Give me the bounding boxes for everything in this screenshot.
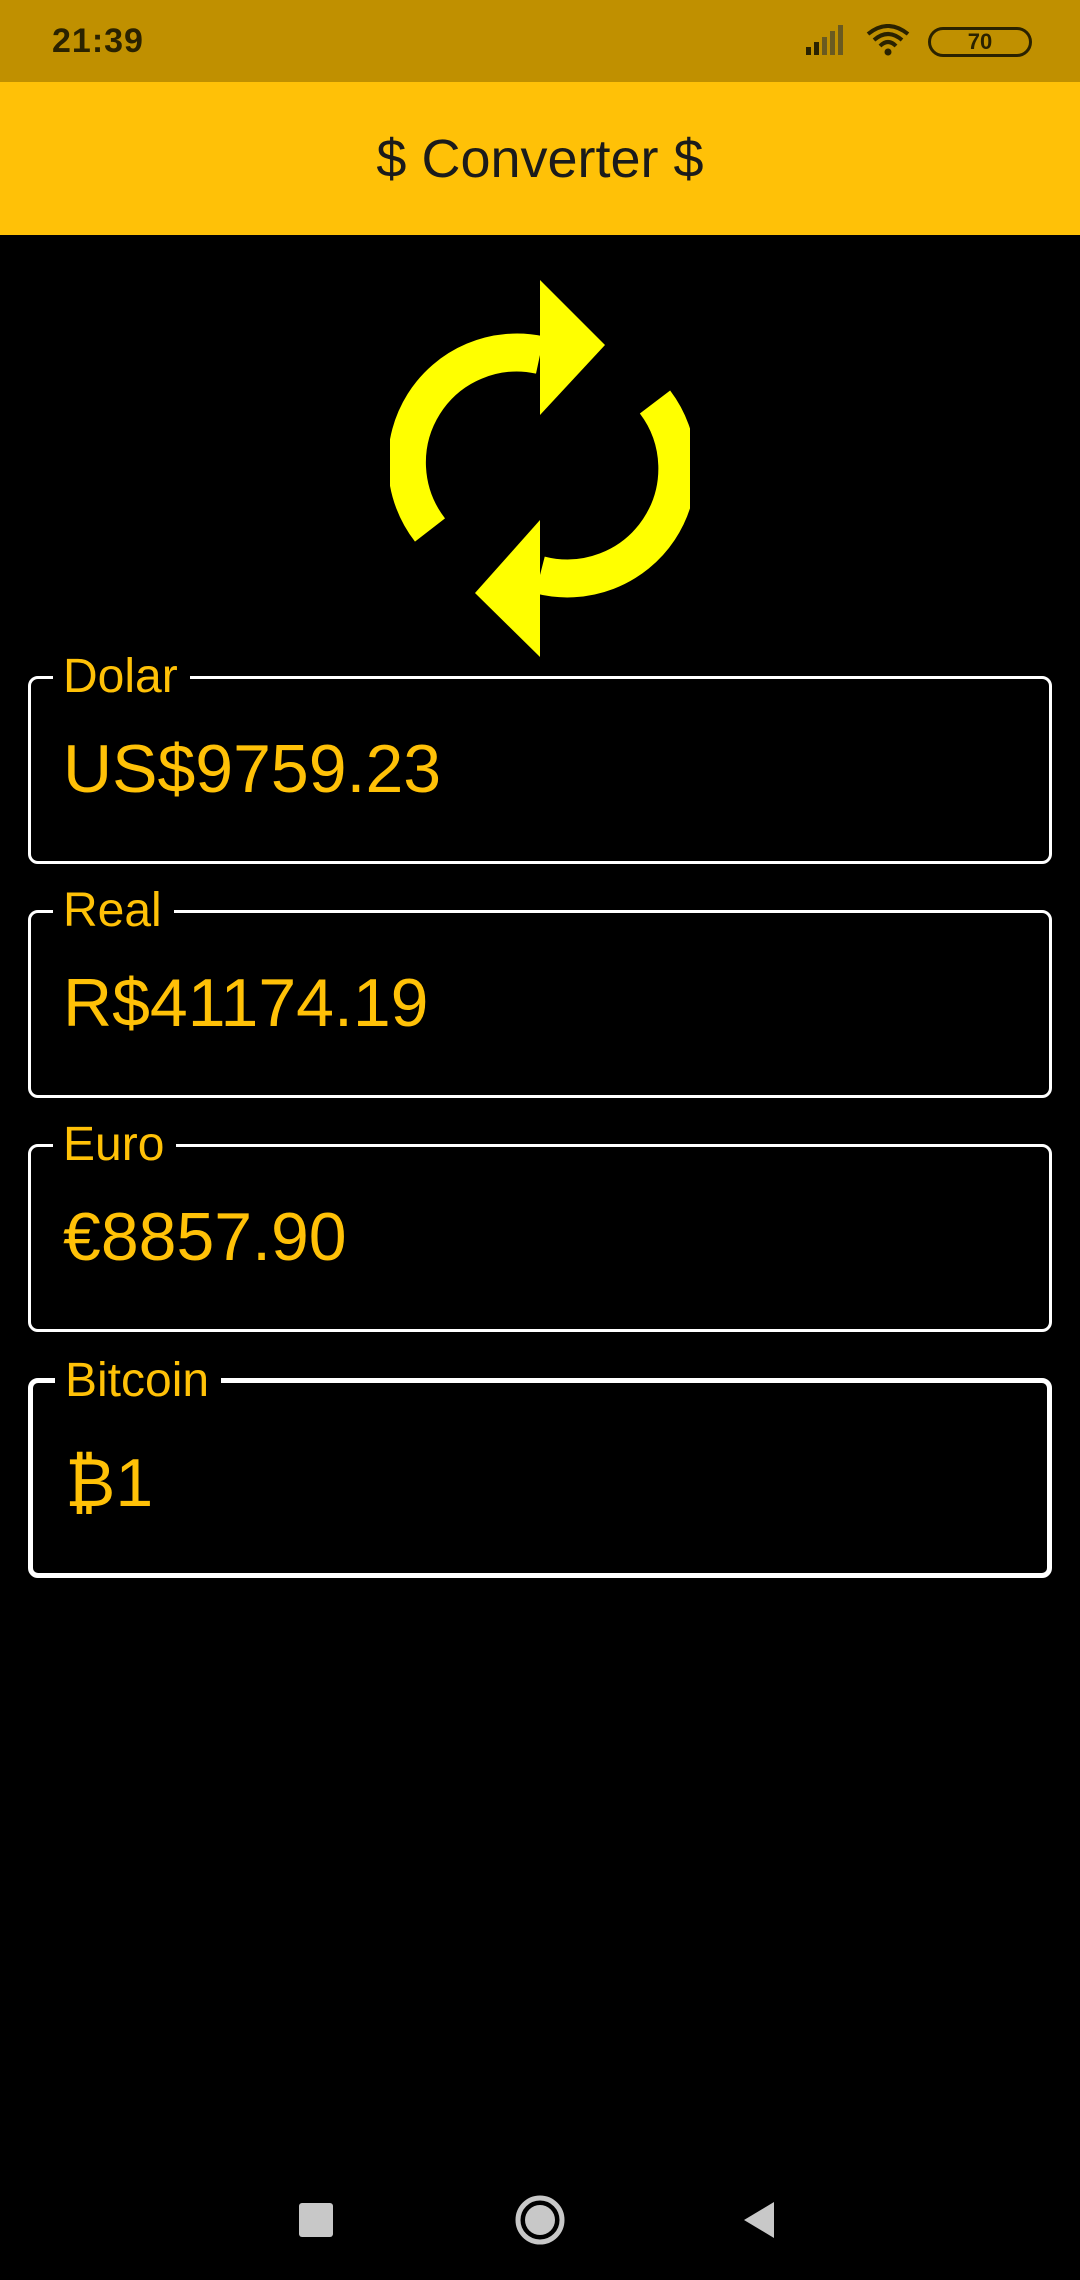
euro-field[interactable]: Euro €8857.90	[28, 1117, 1052, 1332]
dolar-value[interactable]: US$9759.23	[63, 731, 442, 807]
battery-icon: 70	[928, 27, 1032, 57]
status-bar: 21:39 70	[0, 0, 1080, 82]
battery-level: 70	[967, 29, 993, 54]
dolar-field[interactable]: Dolar US$9759.23	[28, 649, 1052, 864]
navigation-bar	[0, 2160, 1080, 2280]
back-button[interactable]	[720, 2180, 800, 2260]
bitcoin-value[interactable]: ₿1	[65, 1445, 154, 1521]
back-icon	[744, 2202, 774, 2238]
home-icon	[515, 2195, 565, 2245]
recents-icon	[299, 2203, 333, 2237]
refresh-icon	[387, 280, 697, 657]
dolar-label: Dolar	[53, 649, 190, 705]
euro-value[interactable]: €8857.90	[63, 1199, 347, 1275]
app-title: $ Converter $	[376, 128, 704, 189]
home-button[interactable]	[500, 2180, 580, 2260]
bitcoin-field[interactable]: Bitcoin ₿1	[28, 1353, 1052, 1578]
status-icons: 70	[804, 22, 1032, 62]
euro-label: Euro	[53, 1117, 177, 1173]
signal-icon	[804, 24, 848, 60]
refresh-button[interactable]	[387, 275, 697, 665]
status-time: 21:39	[52, 22, 144, 60]
real-field[interactable]: Real R$41174.19	[28, 883, 1052, 1098]
wifi-icon	[866, 23, 910, 61]
bitcoin-label: Bitcoin	[55, 1353, 222, 1409]
app-bar: $ Converter $	[0, 82, 1080, 235]
real-value[interactable]: R$41174.19	[63, 965, 429, 1041]
real-label: Real	[53, 883, 174, 939]
recents-button[interactable]	[276, 2180, 356, 2260]
